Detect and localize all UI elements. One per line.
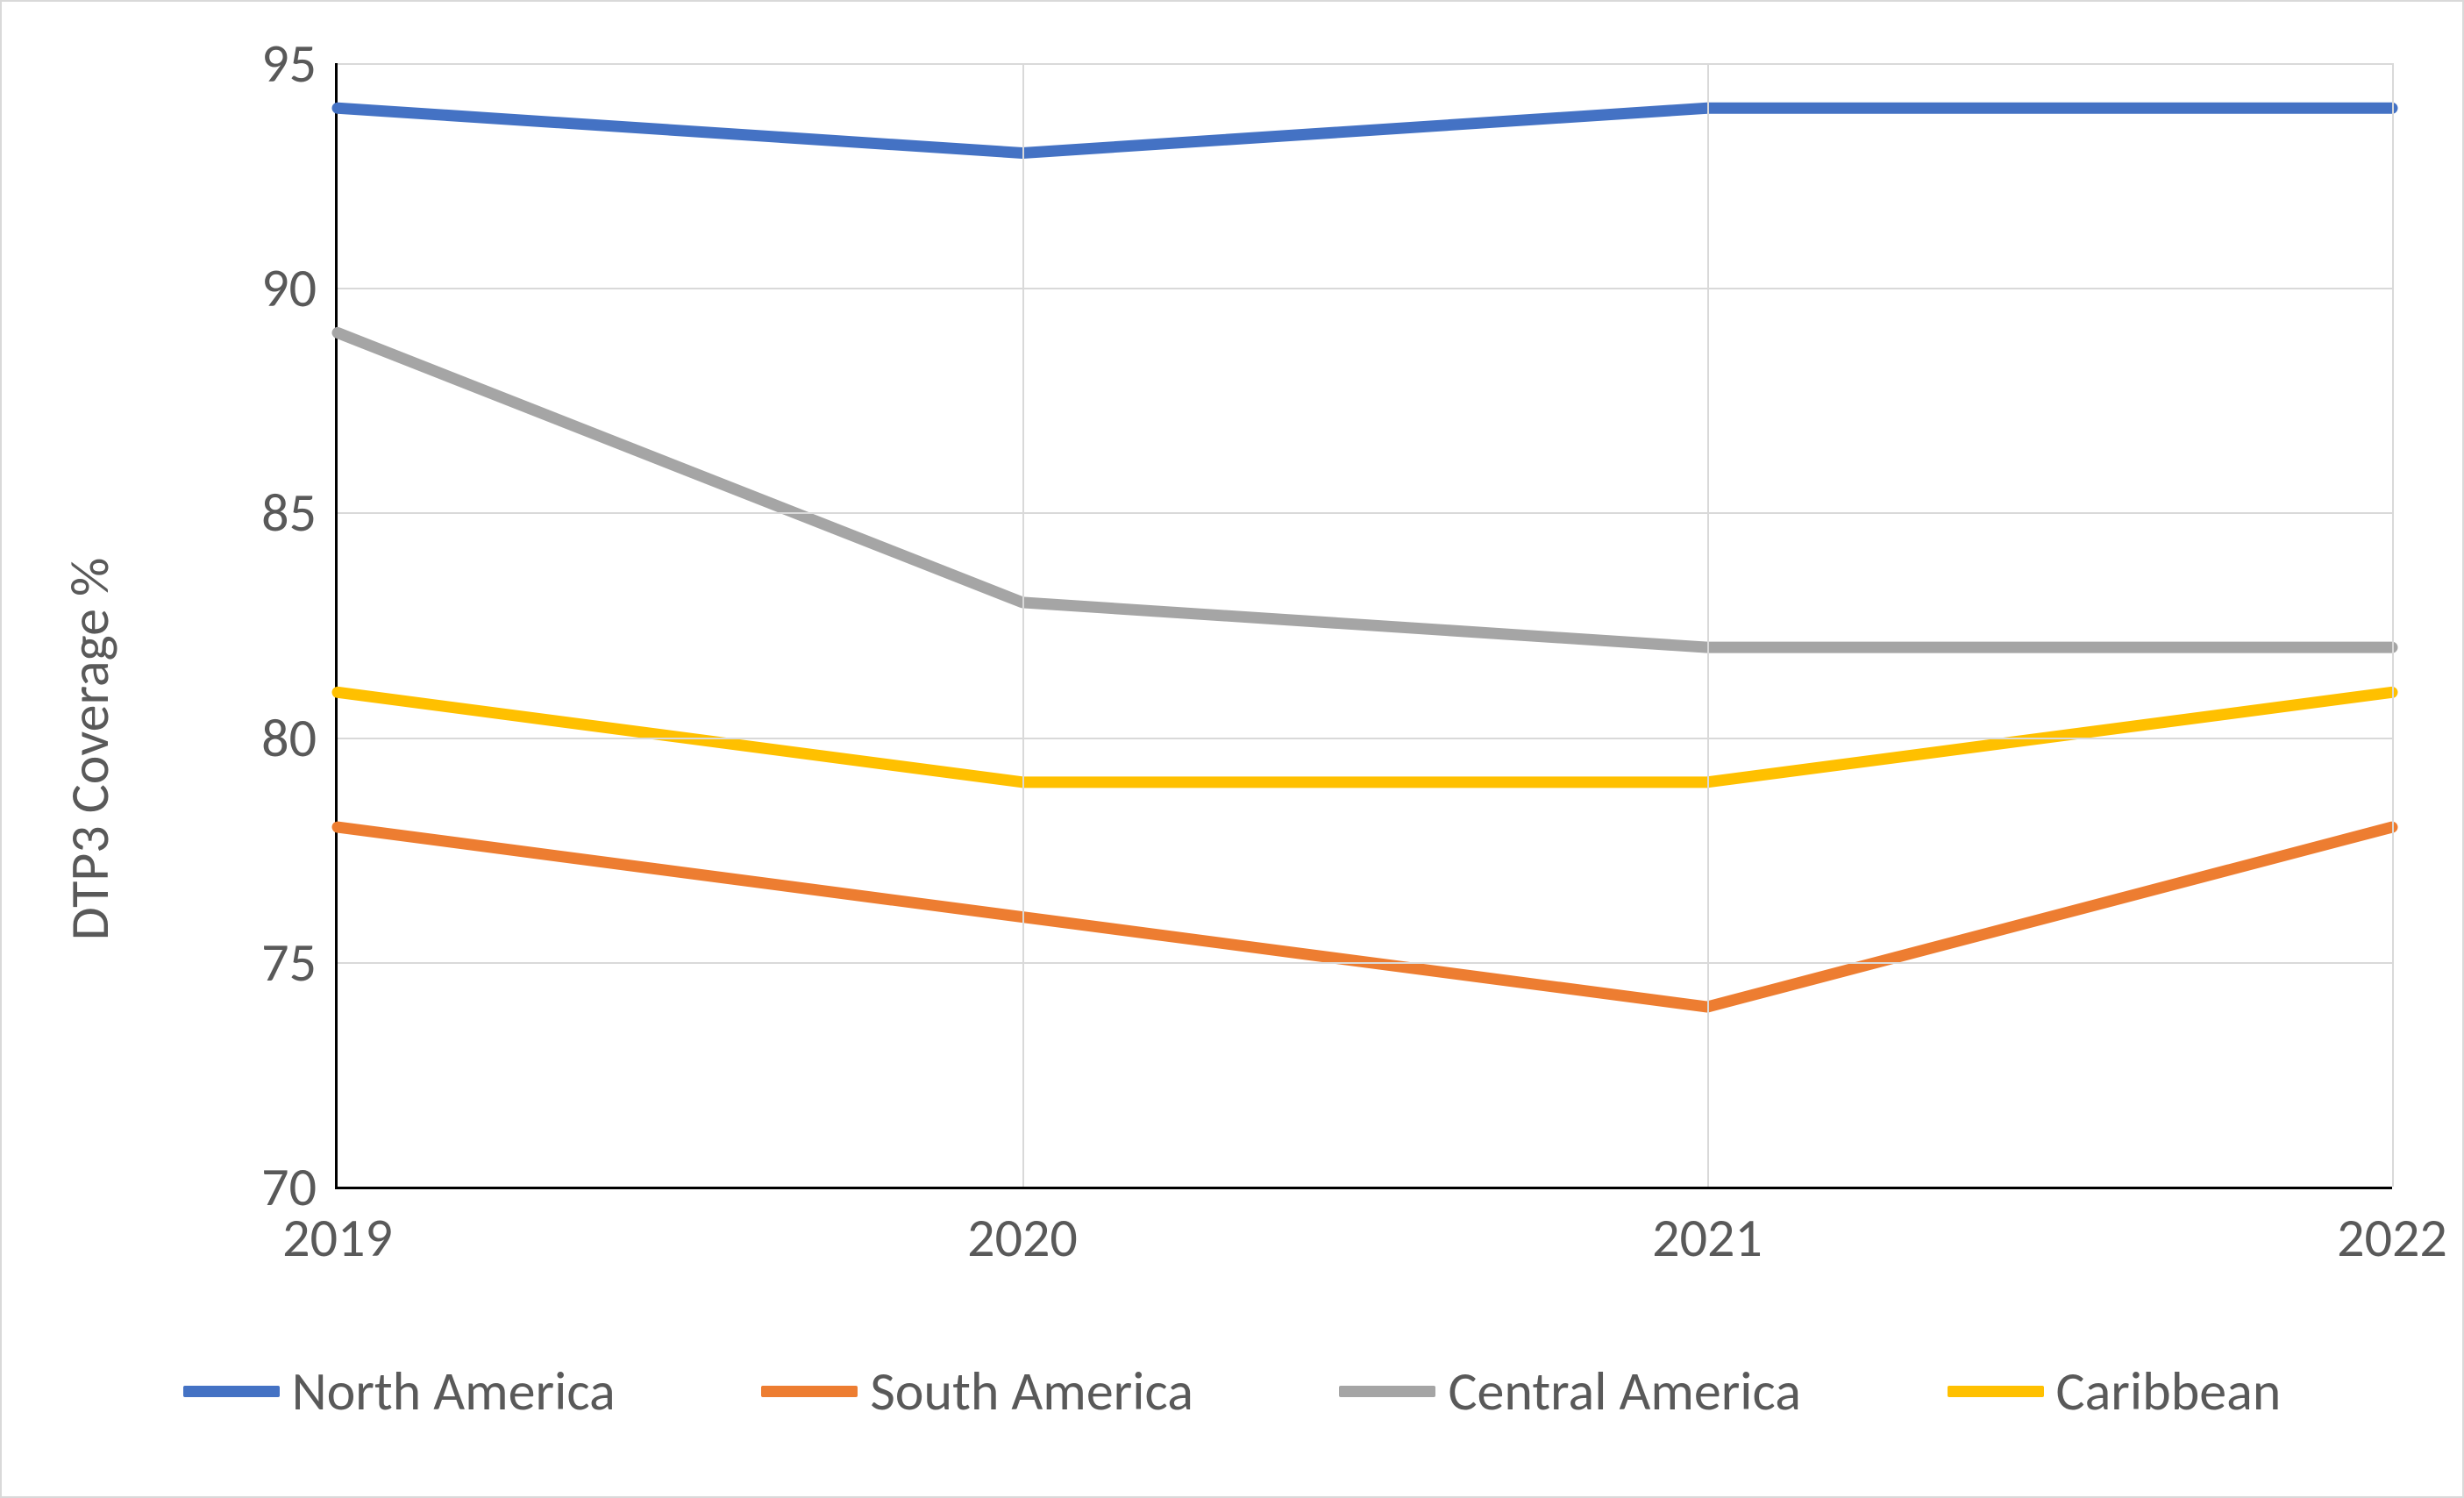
gridline-vertical bbox=[1022, 63, 1024, 1187]
series-line bbox=[338, 332, 2392, 647]
legend-item: South America bbox=[761, 1358, 1193, 1424]
plot-area: 7075808590952019202020212022 bbox=[335, 63, 2392, 1189]
legend-label: Caribbean bbox=[2056, 1358, 2282, 1424]
chart-inner: DTP3 Coverage % 707580859095201920202021… bbox=[37, 28, 2427, 1470]
gridline-vertical bbox=[2392, 63, 2394, 1187]
legend-item: Central America bbox=[1339, 1358, 1800, 1424]
legend-swatch bbox=[183, 1386, 280, 1397]
series-line bbox=[338, 108, 2392, 153]
chart-container: DTP3 Coverage % 707580859095201920202021… bbox=[0, 0, 2464, 1498]
legend-swatch bbox=[1948, 1386, 2044, 1397]
x-tick-label: 2020 bbox=[967, 1187, 1078, 1271]
x-tick-label: 2022 bbox=[2337, 1187, 2447, 1271]
y-tick-label: 80 bbox=[261, 704, 338, 771]
legend-swatch bbox=[1339, 1386, 1435, 1397]
legend-label: South America bbox=[870, 1358, 1193, 1424]
gridline-horizontal bbox=[338, 738, 2392, 739]
gridline-vertical bbox=[1707, 63, 1709, 1187]
gridline-horizontal bbox=[338, 288, 2392, 289]
gridline-horizontal bbox=[338, 512, 2392, 514]
legend: North America South America Central Americ… bbox=[37, 1338, 2427, 1444]
y-axis-title: DTP3 Coverage % bbox=[56, 558, 123, 941]
legend-item: North America bbox=[183, 1358, 616, 1424]
x-tick-label: 2021 bbox=[1652, 1187, 1763, 1271]
y-tick-label: 90 bbox=[261, 254, 338, 321]
y-tick-label: 75 bbox=[261, 929, 338, 995]
y-tick-label: 85 bbox=[261, 479, 338, 546]
gridline-horizontal bbox=[338, 63, 2392, 65]
x-tick-label: 2019 bbox=[282, 1187, 393, 1271]
legend-item: Caribbean bbox=[1948, 1358, 2282, 1424]
gridline-horizontal bbox=[338, 962, 2392, 964]
series-lines bbox=[338, 63, 2392, 1187]
series-line bbox=[338, 827, 2392, 1007]
legend-label: North America bbox=[292, 1358, 616, 1424]
legend-swatch bbox=[761, 1386, 858, 1397]
legend-label: Central America bbox=[1448, 1358, 1800, 1424]
y-tick-label: 95 bbox=[261, 30, 338, 96]
